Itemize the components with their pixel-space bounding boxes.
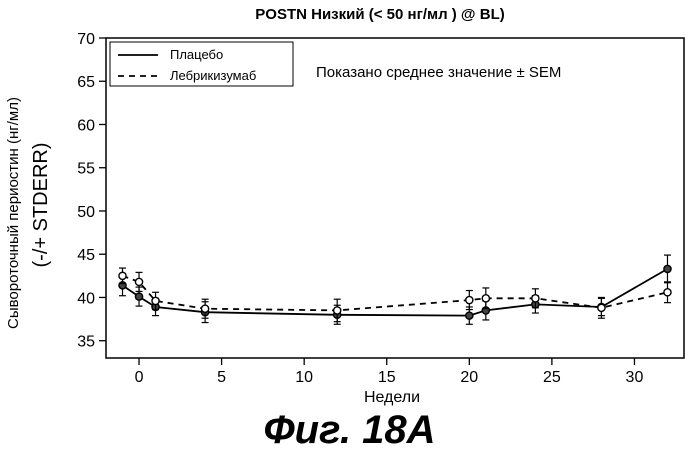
chart-annotation: Показано среднее значение ± SEM bbox=[316, 64, 561, 81]
y-tick-label: 60 bbox=[77, 117, 95, 134]
data-point bbox=[201, 305, 208, 312]
y-tick-label: 70 bbox=[77, 31, 95, 48]
x-tick-label: 25 bbox=[543, 369, 561, 386]
line-chart: POSTN Низкий (< 50 нг/мл ) @ BL) Сыворот… bbox=[0, 0, 699, 408]
y-tick-label: 55 bbox=[77, 161, 95, 178]
x-axis: 0 5 10 15 20 25 30 bbox=[135, 358, 644, 386]
data-point bbox=[152, 297, 159, 304]
y-axis-label-line1: Сывороточный периостин (нг/мл) bbox=[5, 97, 22, 329]
figure-caption: Фиг. 18A bbox=[0, 408, 699, 453]
data-point bbox=[135, 293, 142, 300]
legend-label-placebo: Плацебо bbox=[170, 47, 223, 62]
data-point bbox=[466, 312, 473, 319]
data-point bbox=[334, 307, 341, 314]
data-point bbox=[135, 278, 142, 285]
y-tick-label: 35 bbox=[77, 334, 95, 351]
y-tick-label: 40 bbox=[77, 290, 95, 307]
data-point bbox=[532, 295, 539, 302]
y-tick-label: 45 bbox=[77, 247, 95, 264]
y-axis: 35 40 45 50 55 60 65 70 bbox=[77, 31, 106, 351]
x-tick-label: 5 bbox=[217, 369, 226, 386]
x-tick-label: 20 bbox=[460, 369, 478, 386]
y-axis-title: Сывороточный периостин (нг/мл) bbox=[5, 97, 22, 329]
data-point bbox=[664, 265, 671, 272]
legend: Плацебо Лебрикизумаб bbox=[110, 42, 293, 86]
data-point bbox=[482, 295, 489, 302]
series-layer bbox=[119, 255, 671, 324]
y-axis-title-2: (-/+ STDERR) bbox=[30, 143, 52, 268]
x-tick-label: 10 bbox=[295, 369, 313, 386]
y-tick-label: 50 bbox=[77, 204, 95, 221]
x-tick-label: 0 bbox=[135, 369, 144, 386]
series-placebo bbox=[119, 255, 671, 324]
x-tick-label: 30 bbox=[626, 369, 644, 386]
data-point bbox=[119, 272, 126, 279]
data-point bbox=[466, 296, 473, 303]
chart-title: POSTN Низкий (< 50 нг/мл ) @ BL) bbox=[255, 6, 504, 23]
y-axis-label-line2: (-/+ STDERR) bbox=[30, 143, 52, 268]
data-point bbox=[664, 289, 671, 296]
legend-label-lebrikizumab: Лебрикизумаб bbox=[170, 68, 256, 83]
y-tick-label: 65 bbox=[77, 74, 95, 91]
data-point bbox=[598, 304, 605, 311]
x-axis-label: Недели bbox=[364, 389, 420, 406]
x-tick-label: 15 bbox=[378, 369, 396, 386]
